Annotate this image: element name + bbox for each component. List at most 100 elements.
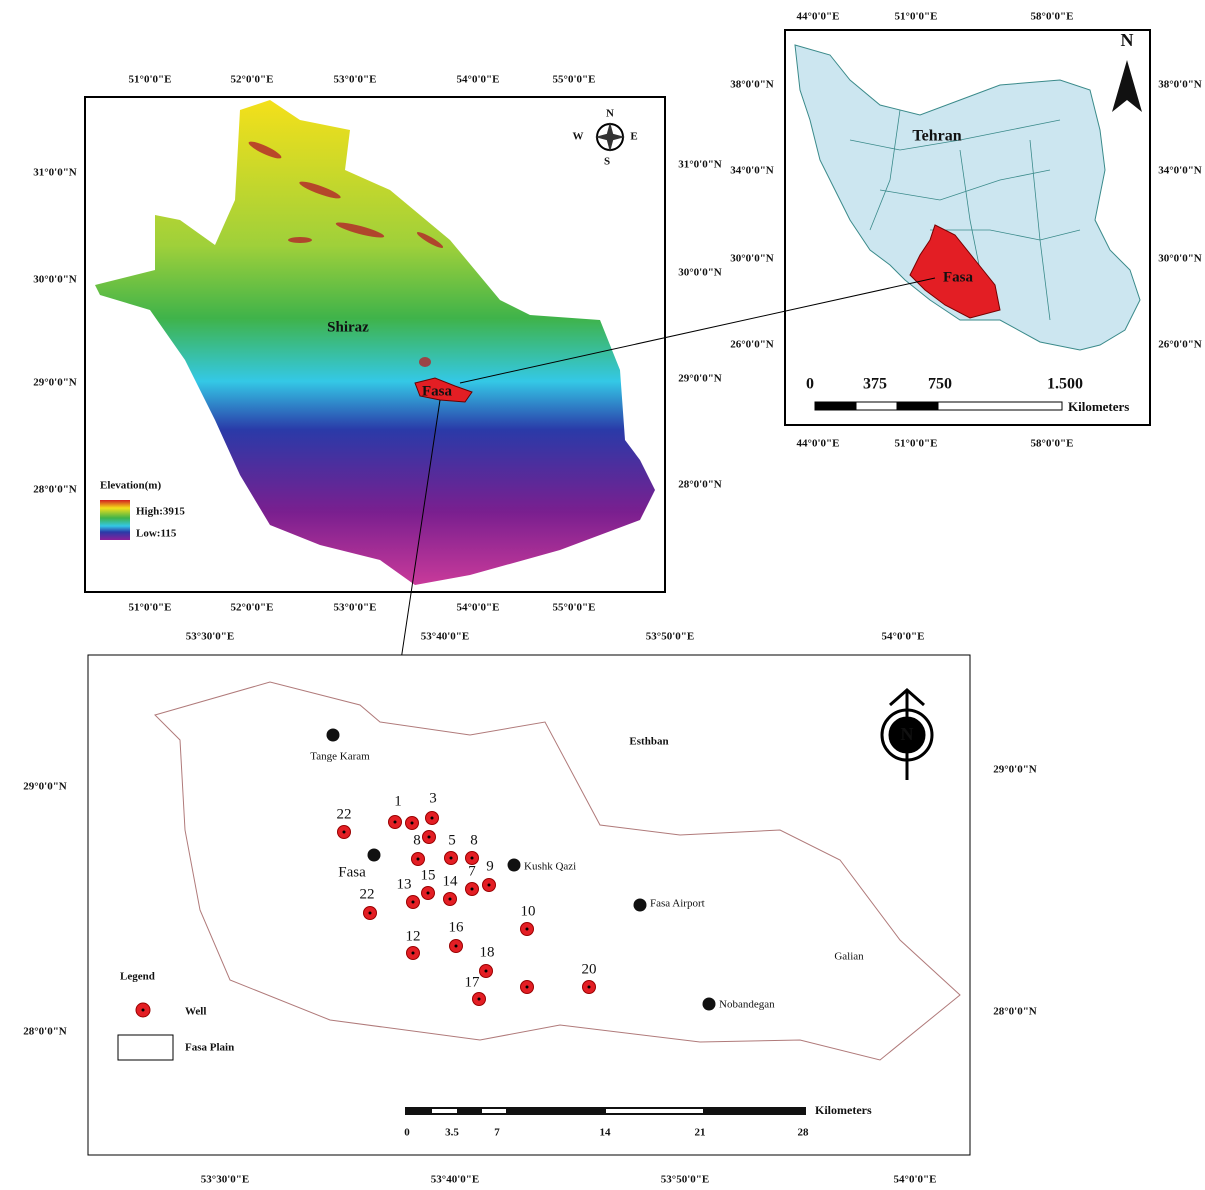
lon-label: 53°50'0"E [661,1174,709,1186]
elevation-legend-ramp [100,500,130,540]
lon-label: 58°0'0"E [1031,438,1074,450]
well-label: 9 [486,858,494,874]
well-dot [394,821,397,824]
scale-label: 7 [494,1127,500,1139]
lon-label: 58°0'0"E [1031,11,1074,23]
lat-label: 38°0'0"N [730,79,774,91]
lon-label: 53°0'0"E [334,74,377,86]
well-dot [427,892,430,895]
well-dot [412,901,415,904]
well-label: 17 [465,974,481,990]
town-marker [368,849,381,862]
lat-label: 30°0'0"N [33,274,77,286]
north-label: N [1121,30,1134,50]
lat-label: 29°0'0"N [678,373,722,385]
well-dot [526,928,529,931]
lon-label: 54°0'0"E [894,1174,937,1186]
lat-label: 30°0'0"N [730,253,774,265]
town-label: Tange Karam [310,751,370,763]
lat-label: 31°0'0"N [678,159,722,171]
scale-label: 28 [798,1127,810,1139]
legend-label: Well [185,1006,206,1018]
legend-label: Fasa Plain [185,1042,234,1054]
well-dot [428,836,431,839]
well-dot [411,822,414,825]
well-label: 8 [470,832,478,848]
lon-label: 54°0'0"E [882,631,925,643]
compass-label: E [630,131,637,143]
compass-label: W [573,131,584,143]
well-label: 18 [480,944,495,960]
lon-label: 55°0'0"E [553,74,596,86]
lat-label: 30°0'0"N [678,267,722,279]
lon-label: 53°30'0"E [201,1174,249,1186]
scale-bar [405,1107,806,1115]
scale-label: 750 [928,376,952,393]
well-label: 10 [521,903,536,919]
well-label: 16 [449,919,465,935]
north-label: N [901,724,914,744]
lon-label: 53°40'0"E [431,1174,479,1186]
lat-label: 28°0'0"N [678,479,722,491]
well-label: 12 [406,928,421,944]
town-label: Nobandegan [719,999,775,1011]
lon-label: 54°0'0"E [457,74,500,86]
region-label: Galian [834,951,864,963]
well-label: 22 [360,886,375,902]
town-label: Fasa [338,864,366,880]
well-label: 7 [468,863,476,879]
lon-label: 53°0'0"E [334,602,377,614]
well-dot [526,986,529,989]
place-label: Fasa [943,269,974,285]
scale-label: 1.500 [1047,376,1083,393]
lon-label: 52°0'0"E [231,602,274,614]
lon-label: 51°0'0"E [129,74,172,86]
well-dot [449,898,452,901]
well-dot [471,888,474,891]
legend-well-dot [142,1009,145,1012]
scale-unit: Kilometers [1068,399,1129,414]
place-label: Shiraz [327,319,369,335]
legend-label: High:3915 [136,506,185,518]
lon-label: 51°0'0"E [129,602,172,614]
lon-label: 53°40'0"E [421,631,469,643]
lat-label: 28°0'0"N [33,484,77,496]
lat-label: 38°0'0"N [1158,79,1202,91]
lon-label: 51°0'0"E [895,11,938,23]
scale-label: 3.5 [445,1127,459,1139]
lat-label: 34°0'0"N [1158,165,1202,177]
place-label: Fasa [422,383,453,399]
lon-label: 53°30'0"E [186,631,234,643]
region-label: Esthban [629,736,668,748]
lon-label: 52°0'0"E [231,74,274,86]
figure: 51°0'0"E 51°0'0"E 52°0'0"E 52°0'0"E 53°0'0"E… [0,0,1205,1190]
well-label: 1 [394,793,402,809]
place-label: Tehran [912,128,961,145]
scale-unit: Kilometers [815,1103,872,1117]
compass-label: N [606,108,614,120]
well-dot [417,858,420,861]
well-dot [412,952,415,955]
well-dot [455,945,458,948]
scale-label: 375 [863,376,887,393]
town-marker [634,899,647,912]
well-label: 22 [337,806,352,822]
scale-label: 14 [600,1127,612,1139]
well-label: 8 [413,832,421,848]
scale-label: 21 [695,1127,706,1139]
lon-label: 44°0'0"E [797,11,840,23]
lon-label: 54°0'0"E [457,602,500,614]
lat-label: 26°0'0"N [730,339,774,351]
well-label: 15 [421,867,436,883]
compass-label: S [604,156,610,168]
scale-label: 0 [404,1127,410,1139]
town-marker [327,729,340,742]
lat-label: 30°0'0"N [1158,253,1202,265]
lat-label: 29°0'0"N [993,764,1037,776]
well-dot [369,912,372,915]
legend-title: Legend [120,971,155,983]
lon-label: 51°0'0"E [895,438,938,450]
lat-label: 29°0'0"N [33,377,77,389]
legend-plain-symbol [118,1035,173,1060]
well-label: 20 [582,961,597,977]
